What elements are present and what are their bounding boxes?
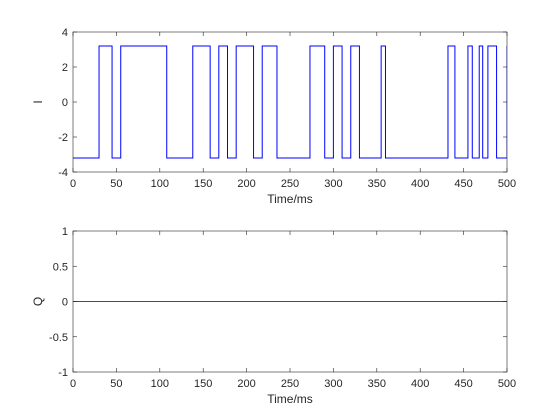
y-tick-label-q-0: -1 <box>58 367 68 379</box>
x-tick-label-i-0: 0 <box>70 178 76 190</box>
subplot-q: 0 50 100 150 200 250 300 350 400 450 500 -1 -0.5 0 0.5… <box>31 226 516 406</box>
y-tick-label-i-2: 0 <box>62 97 68 109</box>
x-tick-label-q-9: 450 <box>454 378 472 390</box>
y-tick-label-i-3: 2 <box>62 62 68 74</box>
y-axis-label-q: Q <box>31 297 45 306</box>
y-tick-label-i-0: -4 <box>58 167 68 179</box>
x-tick-label-q-6: 300 <box>324 378 342 390</box>
series-line-i-0 <box>73 45 507 159</box>
subplot-i: 0 50 100 150 200 250 300 350 400 450 500 -4 -2 0 2 4 Tim… <box>31 27 516 206</box>
x-tick-label-q-4: 200 <box>237 378 255 390</box>
x-tick-label-q-0: 0 <box>70 378 76 390</box>
x-tick-label-i-2: 100 <box>151 178 169 190</box>
y-tick-label-i-4: 4 <box>62 27 68 39</box>
x-tick-label-i-9: 450 <box>454 178 472 190</box>
x-tick-label-q-7: 350 <box>368 378 386 390</box>
x-tick-label-i-8: 400 <box>411 178 429 190</box>
y-axis-label-i: I <box>31 100 45 103</box>
y-tick-label-q-4: 1 <box>62 226 68 238</box>
x-tick-label-q-1: 50 <box>110 378 122 390</box>
x-tick-label-i-6: 300 <box>324 178 342 190</box>
x-tick-label-q-3: 150 <box>194 378 212 390</box>
x-tick-label-i-7: 350 <box>368 178 386 190</box>
axes-box-i <box>72 31 508 173</box>
x-axis-label-q: Time/ms <box>267 392 313 406</box>
x-tick-label-i-10: 500 <box>498 178 516 190</box>
x-tick-label-q-10: 500 <box>498 378 516 390</box>
x-tick-label-i-4: 200 <box>237 178 255 190</box>
x-axis-label-i: Time/ms <box>267 192 313 206</box>
y-tick-label-i-1: -2 <box>58 132 68 144</box>
x-tick-label-i-5: 250 <box>281 178 299 190</box>
y-tick-label-q-3: 0.5 <box>53 261 68 273</box>
x-tick-label-i-1: 50 <box>110 178 122 190</box>
x-tick-label-i-3: 150 <box>194 178 212 190</box>
x-tick-label-q-5: 250 <box>281 378 299 390</box>
x-tick-label-q-8: 400 <box>411 378 429 390</box>
y-tick-label-q-2: 0 <box>62 297 68 309</box>
x-tick-label-q-2: 100 <box>151 378 169 390</box>
y-tick-label-q-1: -0.5 <box>49 332 68 344</box>
